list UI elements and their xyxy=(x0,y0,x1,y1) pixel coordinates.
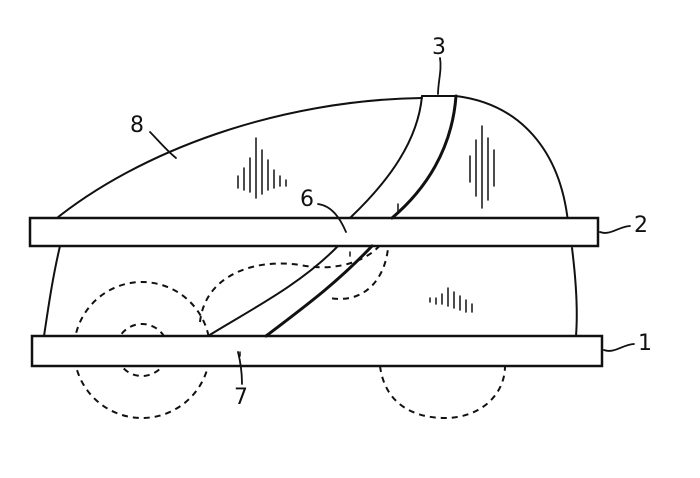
upper-plate xyxy=(28,216,600,248)
ref-label-7: 7 xyxy=(234,385,248,410)
leader-7 xyxy=(237,351,243,385)
shading-dots xyxy=(239,203,399,357)
leader-2 xyxy=(599,225,631,234)
tube-upper-right-edge xyxy=(390,94,458,220)
lower-plate xyxy=(30,334,604,368)
shading-left xyxy=(237,137,287,199)
dome-right-wall xyxy=(571,247,578,337)
shading-right-top xyxy=(469,125,495,209)
ref-label-1: 1 xyxy=(638,331,652,356)
tube-lower-right-edge xyxy=(264,244,374,338)
ref-label-3: 3 xyxy=(432,35,446,60)
leader-1 xyxy=(603,343,635,352)
dashed-circle-right xyxy=(379,365,506,420)
ref-label-8: 8 xyxy=(130,113,144,138)
leader-8 xyxy=(149,131,177,159)
tube-lower-left-edge xyxy=(207,245,339,337)
ref-label-2: 2 xyxy=(634,213,648,238)
leader-3 xyxy=(437,57,442,95)
tube-upper-left-edge xyxy=(349,95,423,219)
leader-6 xyxy=(317,203,347,233)
shading-right-bottom xyxy=(429,287,473,313)
ref-label-6: 6 xyxy=(300,187,314,212)
dome-left-wall xyxy=(43,245,61,337)
dome-outline xyxy=(51,95,569,223)
